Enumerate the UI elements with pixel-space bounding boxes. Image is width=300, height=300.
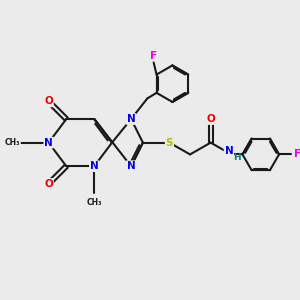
Text: N: N: [127, 161, 136, 171]
Text: F: F: [294, 149, 300, 159]
Text: N: N: [127, 114, 136, 124]
Text: CH₃: CH₃: [86, 198, 102, 207]
Text: O: O: [206, 114, 215, 124]
Text: S: S: [166, 138, 173, 148]
Text: N: N: [90, 161, 99, 171]
Text: H: H: [233, 154, 240, 163]
Text: F: F: [150, 51, 157, 61]
Text: O: O: [44, 96, 53, 106]
Text: N: N: [44, 138, 53, 148]
Text: N: N: [225, 146, 233, 156]
Text: CH₃: CH₃: [4, 138, 20, 147]
Text: O: O: [44, 179, 53, 189]
